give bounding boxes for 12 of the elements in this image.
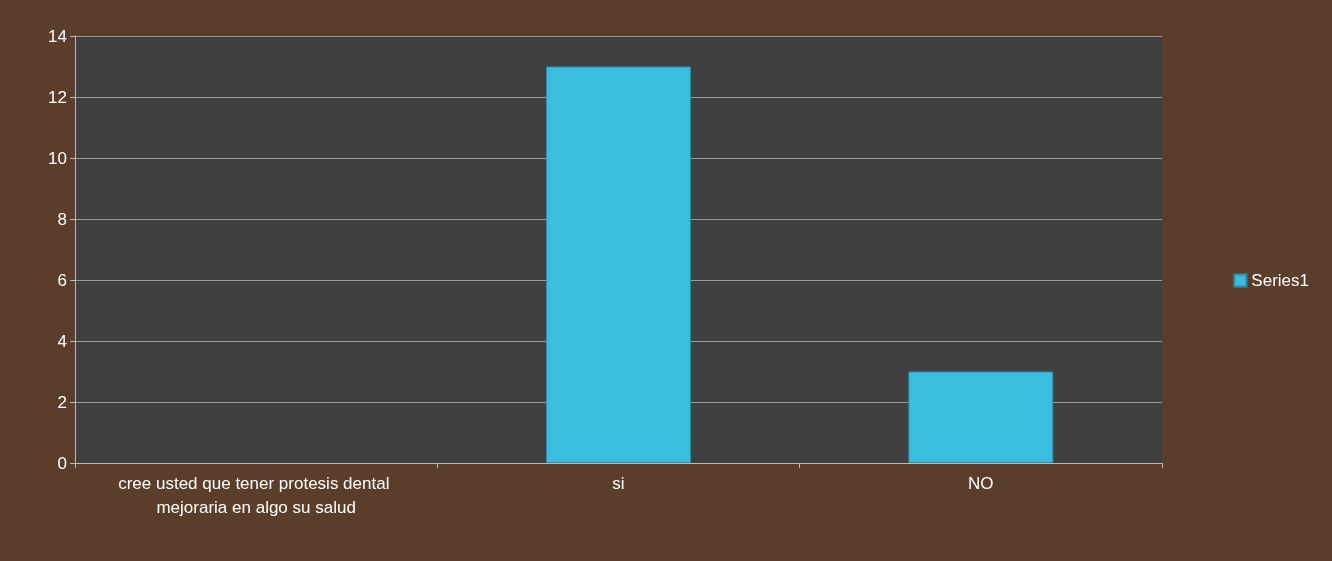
y-tick-label: 14 [48, 26, 67, 46]
y-tick-label: 2 [57, 392, 67, 412]
y-tick-label: 6 [57, 270, 67, 290]
x-tick-label: NO [968, 473, 994, 493]
y-tick-label: 12 [48, 87, 67, 107]
y-tick-label: 4 [57, 331, 67, 351]
y-tick-label: 0 [57, 453, 67, 473]
y-tick-label: 10 [48, 148, 67, 168]
x-tick-label: si [612, 473, 625, 493]
y-tick-label: 8 [57, 209, 67, 229]
x-tick-label: cree usted que tener protesis dental mejoraria en algo su salud [118, 473, 395, 517]
legend-label: Series1 [1251, 271, 1309, 290]
